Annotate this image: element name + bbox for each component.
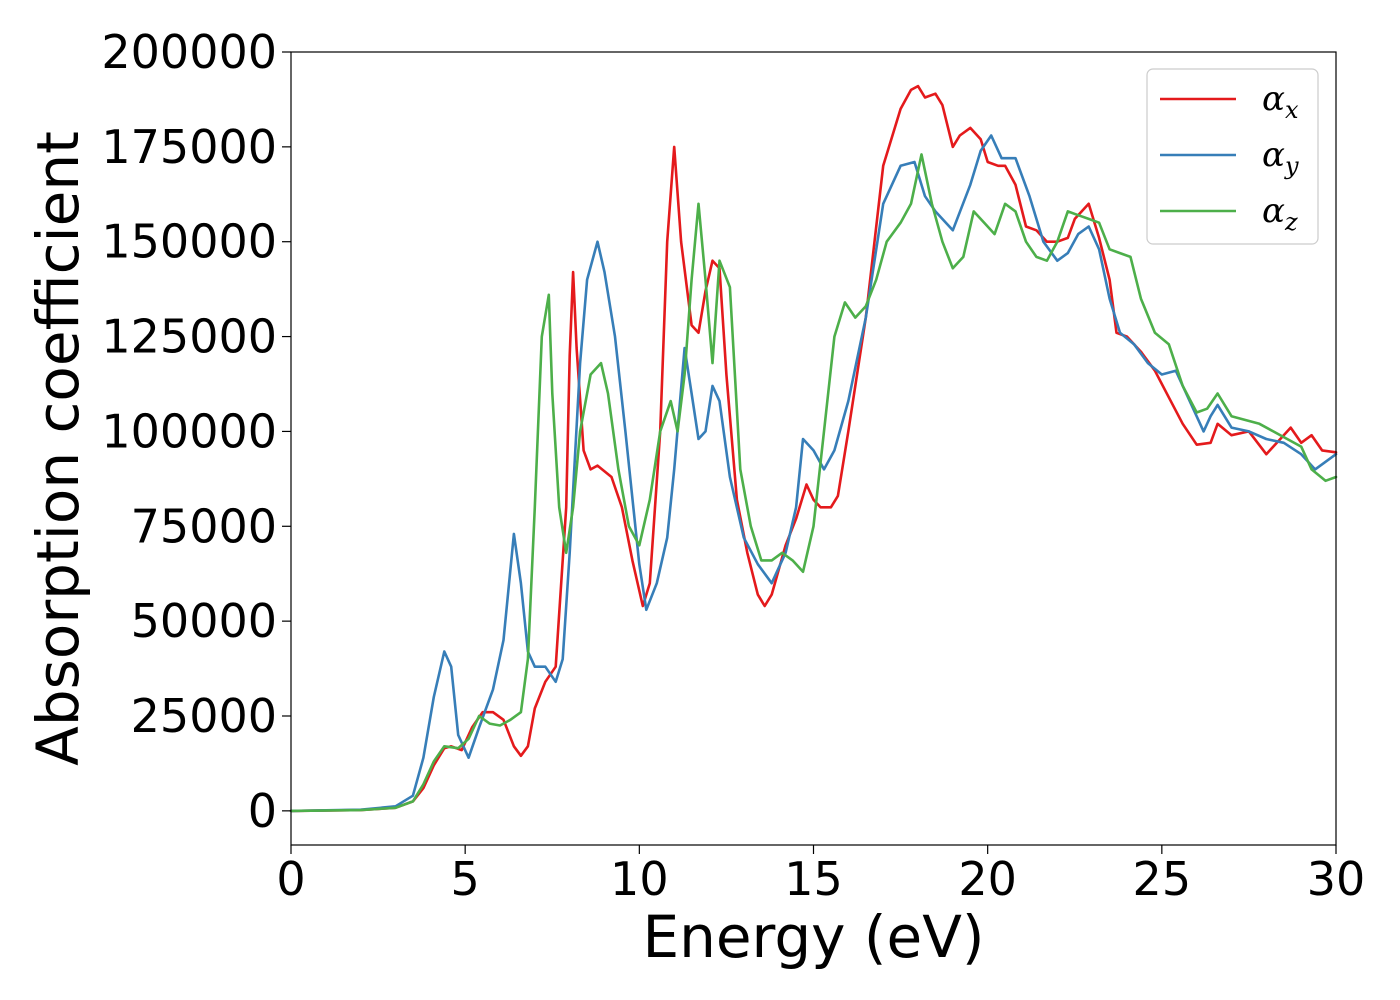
legend-label-x: αx [1262, 79, 1299, 124]
legend-box [1146, 68, 1319, 245]
x-tick-label: 10 [610, 852, 669, 906]
legend-label-y: αy [1262, 135, 1299, 180]
y-tick-label: 125000 [101, 310, 277, 364]
y-tick-label: 25000 [131, 689, 277, 743]
x-tick-label: 25 [1133, 852, 1192, 906]
y-tick-label: 100000 [101, 404, 277, 458]
x-tick-label: 30 [1307, 852, 1366, 906]
series-line-z [289, 153, 1338, 813]
x-axis-title: Energy (eV) [642, 903, 984, 971]
y-tick-label: 0 [248, 784, 277, 838]
y-tick-label: 175000 [101, 120, 277, 174]
y-tick-label: 75000 [131, 499, 277, 553]
x-axis-ticks: 0 5 10 15 20 25 30 [276, 845, 1365, 906]
legend: αx αy αz [1146, 68, 1319, 245]
x-tick-label: 15 [784, 852, 843, 906]
series-line-y [289, 134, 1338, 813]
legend-label-z: αz [1262, 191, 1298, 236]
y-tick-label: 150000 [101, 215, 277, 269]
series-line-x [289, 84, 1338, 813]
x-tick-label: 20 [958, 852, 1017, 906]
x-tick-label: 5 [451, 852, 480, 906]
y-tick-label: 200000 [101, 25, 277, 79]
x-tick-label: 0 [276, 852, 305, 906]
y-tick-label: 50000 [131, 594, 277, 648]
y-axis-ticks: 0 25000 50000 75000 100000 125000 150000 175000… [101, 25, 291, 838]
y-axis-title: Absorption coefficient [24, 131, 92, 766]
series-layer [289, 84, 1338, 813]
